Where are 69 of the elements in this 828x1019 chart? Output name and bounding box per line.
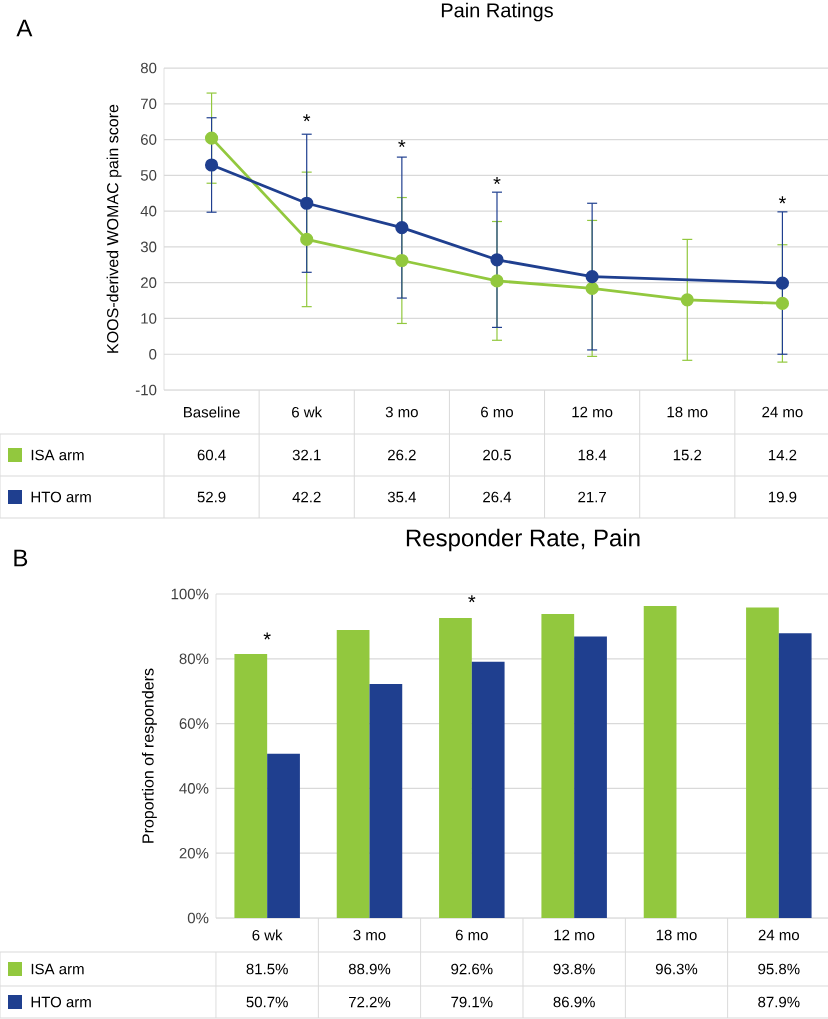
data-label: 18.4: [578, 449, 607, 461]
y-tick-label: 60%: [179, 718, 209, 729]
data-label: 19.9: [768, 491, 797, 503]
y-tick-label: 60: [141, 134, 157, 145]
text: B: [14, 549, 28, 567]
x-tick-label: 24 mo: [762, 406, 803, 418]
data-label: 93.8%: [553, 963, 595, 975]
x-tick-label: 6 mo: [455, 929, 488, 941]
data-label: 79.1%: [451, 996, 493, 1008]
annotation: *: [398, 140, 406, 148]
data-label: 20.5: [483, 449, 511, 461]
x-tick-label: 6 wk: [292, 406, 323, 418]
data-label: 86.9%: [553, 996, 595, 1008]
y-tick-label: 20: [141, 277, 157, 288]
y-tick-label: 50: [140, 170, 157, 181]
annotation: *: [778, 196, 786, 204]
annotation: *: [493, 177, 501, 185]
data-label: 26.4: [483, 491, 512, 503]
x-tick-label: 12 mo: [554, 929, 595, 941]
y-tick-label: 70: [141, 98, 157, 110]
x-tick-label: 3 mo: [385, 406, 418, 418]
legend-label: HTO arm: [31, 491, 91, 503]
y-tick-label: 80%: [179, 653, 209, 665]
data-label: 87.9%: [758, 996, 800, 1008]
legend-label: ISA arm: [31, 449, 84, 461]
annotation: *: [303, 114, 311, 122]
y-tick-label: 40: [140, 205, 157, 217]
x-tick-label: 3 mo: [353, 929, 386, 941]
data-label: 50.7%: [246, 996, 288, 1008]
y-tick-label: 30: [140, 241, 157, 253]
data-label: 81.5%: [246, 963, 288, 975]
x-tick-label: 6 mo: [481, 406, 514, 418]
y-tick-label: 40%: [179, 783, 209, 794]
data-label: 92.6%: [451, 963, 493, 975]
data-label: 42.2: [292, 491, 321, 503]
y-axis-title: KOOS-derived WOMAC pain score: [106, 104, 122, 353]
data-label: 96.3%: [655, 963, 698, 975]
x-tick-label: 6 wk: [252, 929, 283, 941]
chart-title: Pain Ratings: [441, 2, 553, 22]
data-label: 32.1: [292, 449, 321, 461]
y-tick-label: 0%: [187, 912, 209, 924]
y-tick-label: 80: [140, 62, 157, 74]
data-label: 14.2: [768, 449, 797, 461]
x-tick-label: 18 mo: [656, 929, 697, 941]
y-tick-label: 100%: [171, 588, 209, 600]
data-label: 60.4: [197, 449, 226, 461]
legend-label: HTO arm: [31, 996, 91, 1008]
annotation: *: [263, 632, 271, 640]
x-tick-label: Baseline: [184, 406, 240, 418]
y-tick-label: 10: [141, 313, 157, 324]
data-label: 35.4: [387, 491, 417, 503]
x-tick-label: 24 mo: [758, 929, 800, 941]
data-label: 15.2: [673, 449, 702, 461]
data-label: 21.7: [578, 491, 606, 503]
data-label: 88.9%: [348, 963, 391, 975]
data-label: 52.9: [197, 491, 226, 503]
x-tick-label: 18 mo: [667, 406, 708, 418]
data-label: 26.2: [388, 449, 416, 461]
x-tick-label: 12 mo: [572, 406, 613, 418]
y-tick-label: 20%: [179, 847, 209, 859]
data-label: 72.2%: [349, 996, 391, 1008]
y-tick-label: 0: [149, 348, 157, 360]
chart-title: Responder Rate, Pain: [406, 528, 640, 552]
y-axis-title: Proportion of responders: [141, 668, 157, 843]
y-tick-label: -10: [135, 384, 157, 396]
data-label: 95.8%: [758, 963, 800, 975]
legend-label: ISA arm: [31, 963, 84, 975]
text: A: [16, 19, 33, 37]
annotation: *: [468, 595, 476, 603]
